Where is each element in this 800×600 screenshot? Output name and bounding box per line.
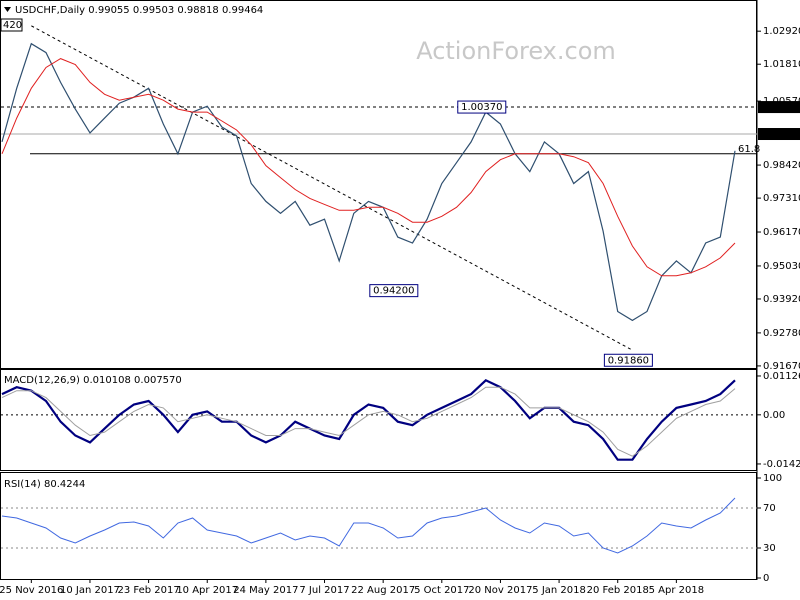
x-tick-label: 20 Feb 2018 <box>587 585 649 596</box>
title: MACD(12,26,9) <box>4 375 80 386</box>
y-tick-label: 0.00 <box>763 410 785 421</box>
price-header: USDCHF,Daily 0.99055 0.99503 0.98818 0.9… <box>15 5 263 16</box>
series-line <box>1 378 736 461</box>
x-tick-label: 10 Jan 2017 <box>60 585 120 596</box>
x-tick-label: 10 Apr 2017 <box>176 585 238 596</box>
readout: 0.007570 <box>134 375 182 386</box>
series-line <box>1 386 736 457</box>
x-tick-label: 5 Oct 2017 <box>414 585 469 596</box>
y-tick-label: 0.91670 <box>763 361 800 372</box>
readout: 0.99464 <box>222 5 263 16</box>
readout: 0.010108 <box>83 375 131 386</box>
x-tick-label: 7 Jul 2017 <box>299 585 349 596</box>
watermark: ActionForex.com <box>416 37 616 65</box>
rsi-header: RSI(14) 80.4244 <box>4 479 85 490</box>
series-line <box>1 42 736 322</box>
readout: 0.99503 <box>133 5 174 16</box>
annotation-box <box>369 284 419 298</box>
macd-header: MACD(12,26,9) 0.010108 0.007570 <box>4 375 182 386</box>
x-tick-label: 22 Aug 2017 <box>351 585 415 596</box>
annotation-box <box>457 100 507 114</box>
series-line <box>1 497 736 554</box>
y-tick-label: -0.014247 <box>763 459 800 470</box>
series-line <box>1 58 736 277</box>
annotation-label: 1.00370 <box>461 102 502 113</box>
y-tick-label: 0 <box>763 573 769 584</box>
readout: 80.4244 <box>44 479 85 490</box>
price-flag-label: 0.99464 <box>761 129 800 140</box>
annotation-label: 0.91860 <box>608 355 649 366</box>
price-flag <box>758 101 800 114</box>
y-tick-label: 30 <box>763 543 776 554</box>
y-tick-label: 1.02920 <box>763 26 800 37</box>
readout: 0.98818 <box>177 5 218 16</box>
x-tick-label: 5 Apr 2018 <box>649 585 704 596</box>
title: USDCHF,Daily <box>15 5 85 16</box>
y-tick-label: 0.011267 <box>763 371 800 382</box>
title: RSI(14) <box>4 479 41 490</box>
y-tick-label: 100 <box>763 473 782 484</box>
price-flag <box>758 128 800 141</box>
x-tick-label: 20 Nov 2017 <box>468 585 532 596</box>
price-flag-label: 1.00370 <box>761 102 800 113</box>
x-tick-label: 24 May 2017 <box>233 585 298 596</box>
annotation-label: 0.94200 <box>373 286 414 297</box>
corner-label-box <box>0 18 23 32</box>
collapse-icon <box>4 7 11 12</box>
x-tick-label: 25 Nov 2016 <box>0 585 63 596</box>
x-tick-label: 5 Jan 2018 <box>532 585 586 596</box>
y-tick-label: 70 <box>763 503 776 514</box>
h-line-label: 61.8 <box>738 144 760 155</box>
corner-label: 420 <box>3 20 22 31</box>
readout: 0.99055 <box>88 5 129 16</box>
x-tick-label: 23 Feb 2017 <box>117 585 179 596</box>
annotation-box <box>603 353 653 367</box>
